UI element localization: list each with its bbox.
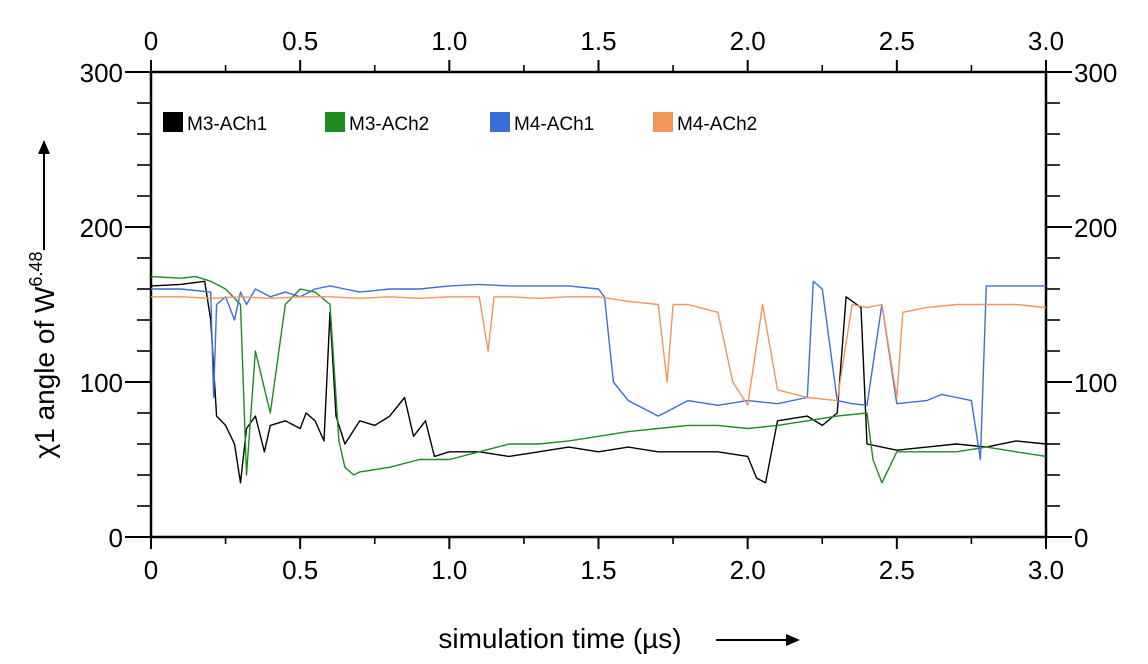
y-axis-label-superscript: 6.48 xyxy=(26,252,46,287)
series-line-4 xyxy=(151,296,1047,406)
x-axis-label: simulation time (µs) xyxy=(438,623,681,654)
legend-label: M3-ACh2 xyxy=(349,114,429,135)
x-tick-label-bottom: 0.5 xyxy=(282,555,318,585)
legend-label: M4-ACh1 xyxy=(514,114,594,135)
y-tick-label-right: 0 xyxy=(1074,523,1088,553)
y-tick-label-left: 300 xyxy=(80,58,123,88)
series-line-1 xyxy=(150,280,1047,484)
legend-swatch xyxy=(163,112,183,132)
x-tick-label-top: 1.5 xyxy=(580,26,616,56)
y-tick-label-left: 100 xyxy=(80,368,123,398)
x-tick-label-top: 1.0 xyxy=(431,26,467,56)
x-tick-label-top: 2.5 xyxy=(879,26,915,56)
legend-swatch xyxy=(490,112,510,132)
y-tick-label-left: 200 xyxy=(80,213,123,243)
x-tick-label-bottom: 1.5 xyxy=(580,555,616,585)
y-axis-label: χ1 angle of W6.48 xyxy=(26,252,60,459)
axes-layer: 000.50.51.01.01.51.52.02.02.52.53.03.00 0… xyxy=(80,26,1118,585)
legend-label: M4-ACh2 xyxy=(677,114,757,135)
y-tick-label-right: 300 xyxy=(1074,58,1117,88)
x-tick-label-bottom: 2.0 xyxy=(730,555,766,585)
y-axis-label-main: χ1 angle of W xyxy=(29,286,60,458)
y-tick-label-left: 0 xyxy=(109,523,123,553)
legend: M3-ACh1 M3-ACh2 M4-ACh1 M4-ACh2 xyxy=(163,112,757,135)
legend-swatch xyxy=(325,112,345,132)
x-tick-label-top: 0 xyxy=(144,26,158,56)
x-tick-label-top: 0.5 xyxy=(282,26,318,56)
x-tick-label-top: 3.0 xyxy=(1028,26,1064,56)
x-axis-arrow xyxy=(716,634,800,646)
series-line-3 xyxy=(151,280,1046,461)
x-tick-label-bottom: 1.0 xyxy=(431,555,467,585)
y-tick-label-right: 200 xyxy=(1074,213,1117,243)
series-layer xyxy=(150,275,1047,484)
x-tick-label-bottom: 3.0 xyxy=(1028,555,1064,585)
series-line-2 xyxy=(150,275,1047,484)
y-tick-label-right: 100 xyxy=(1074,368,1117,398)
legend-swatch xyxy=(653,112,673,132)
x-tick-label-bottom: 0 xyxy=(144,555,158,585)
legend-label: M3-ACh1 xyxy=(187,114,267,135)
y-axis-arrow xyxy=(38,140,50,250)
x-tick-label-top: 2.0 xyxy=(730,26,766,56)
x-tick-label-bottom: 2.5 xyxy=(879,555,915,585)
